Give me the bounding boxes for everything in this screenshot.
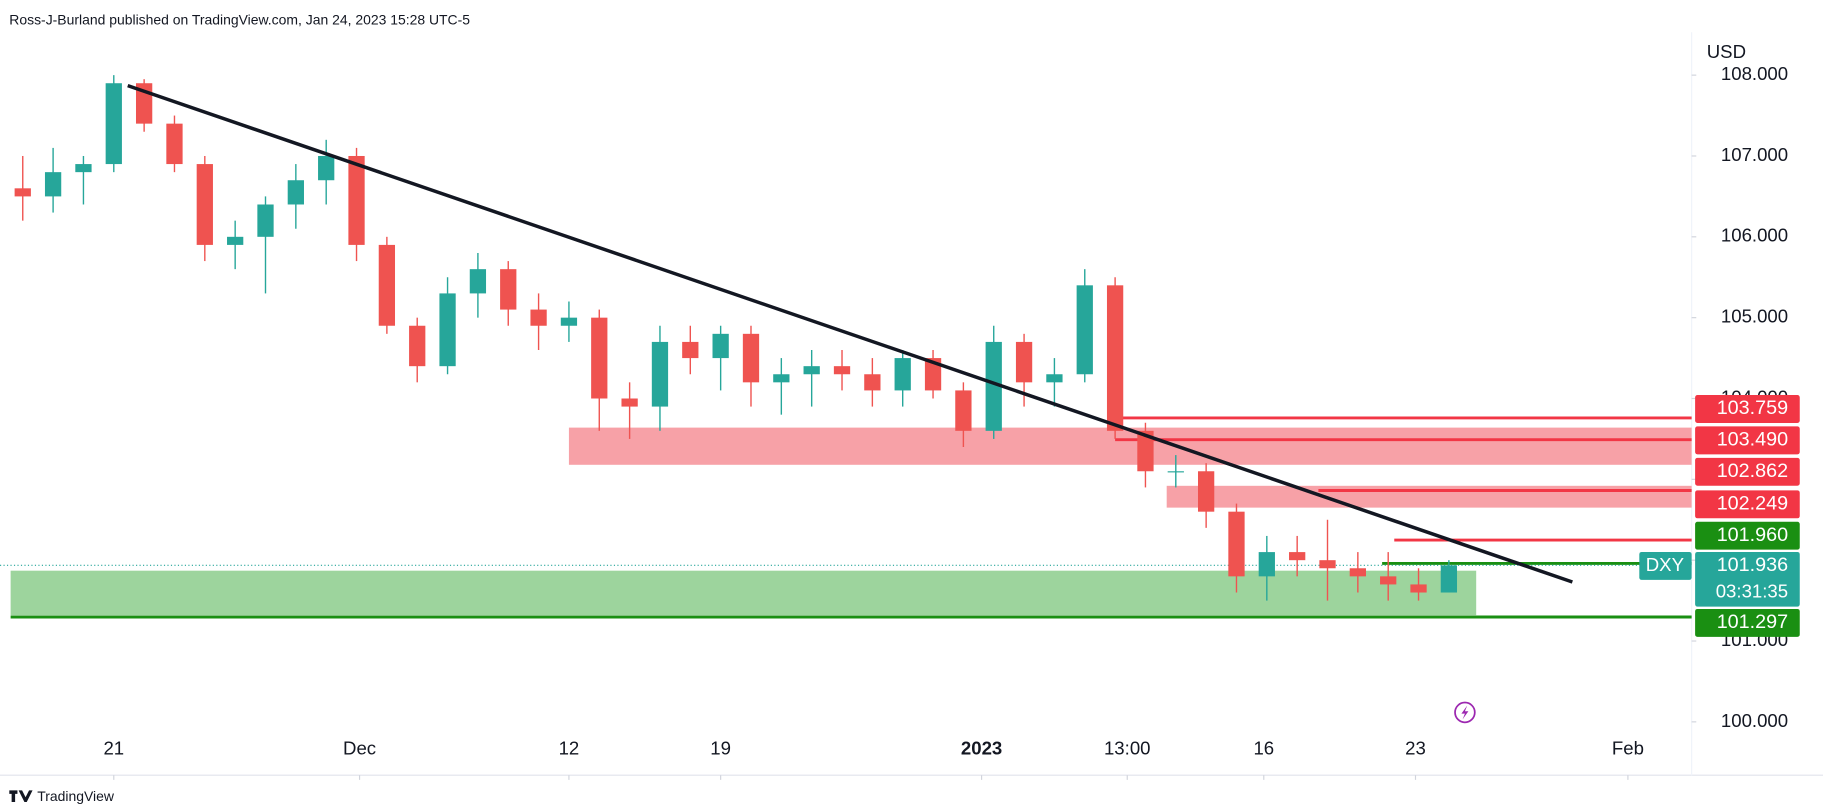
x-tick-label: 13:00 [1104, 738, 1151, 759]
candle-body [1410, 584, 1427, 593]
symbol-label: DXY [1646, 554, 1684, 575]
candle-body [378, 244, 396, 326]
level-label: 102.249 [1717, 493, 1788, 515]
level-label-box [1695, 490, 1800, 519]
candle-body [803, 366, 820, 375]
level-label-box [1695, 395, 1800, 423]
candle-body [1137, 430, 1154, 472]
candle-body [1076, 285, 1093, 375]
candle-body [621, 398, 638, 407]
candle-body [257, 204, 274, 237]
candle-body [712, 333, 729, 359]
candle-body [955, 390, 972, 431]
candle-body [985, 341, 1002, 431]
candle-body [894, 358, 911, 391]
candle-body [864, 374, 881, 391]
publisher: Ross-J-Burland published on TradingView.… [9, 11, 470, 27]
candle-body [560, 317, 578, 326]
candle-body [469, 269, 487, 294]
trendline [127, 84, 1573, 584]
zone [10, 570, 1477, 616]
candle-body [1167, 471, 1184, 473]
candle-body [348, 155, 365, 245]
level-label: 103.490 [1717, 429, 1788, 451]
candle-body [1349, 568, 1366, 577]
candle-body [166, 123, 183, 165]
x-tick-label: 19 [710, 738, 731, 759]
price-box [1695, 551, 1800, 607]
candle-body [1228, 511, 1245, 577]
candle-body [196, 164, 213, 245]
candle-body [530, 309, 547, 326]
y-tick-label: 100.000 [1721, 710, 1788, 731]
level-label: 101.960 [1717, 524, 1788, 546]
candle-body [409, 325, 426, 367]
symbol-box [1639, 551, 1692, 580]
y-tick-label: 107.000 [1721, 144, 1788, 165]
candle-body [1015, 341, 1033, 383]
candle-body [1319, 560, 1336, 569]
level-label-box [1695, 521, 1800, 550]
x-tick-label: Feb [1612, 738, 1644, 759]
y-tick-label: 105.000 [1721, 306, 1788, 327]
candle-body [227, 236, 244, 245]
tv-logo [9, 790, 33, 802]
x-tick-label: 2023 [961, 738, 1002, 759]
candle-body [833, 366, 851, 375]
candle-body [439, 293, 456, 367]
level-label: 103.759 [1717, 397, 1788, 419]
candle-body [1197, 471, 1215, 512]
level-label-box [1695, 608, 1800, 637]
candle-body [651, 341, 669, 407]
x-tick-label: 12 [559, 738, 580, 759]
background [0, 4, 1823, 807]
candle-body [287, 180, 304, 205]
x-tick-label: 16 [1253, 738, 1274, 759]
y-tick-label: 106.000 [1721, 225, 1788, 246]
x-tick-label: 23 [1405, 738, 1426, 759]
candle-body [742, 333, 760, 383]
level-label: 102.862 [1717, 460, 1788, 482]
candle-body [682, 341, 699, 359]
candle-body [924, 358, 942, 391]
x-tick-label: Dec [343, 738, 376, 759]
footer: TradingView [37, 788, 115, 804]
candle-body [1380, 576, 1397, 585]
candle-body [591, 317, 608, 399]
y-tick-label: 108.000 [1721, 63, 1788, 84]
candle-body [44, 172, 62, 197]
candle-body [75, 164, 92, 173]
alert-icon [1454, 701, 1476, 724]
level-label: 101.297 [1717, 611, 1788, 633]
zone [568, 427, 1692, 465]
candle-body [14, 188, 31, 197]
candle-body [773, 374, 790, 383]
candle-body [1440, 565, 1458, 593]
price-label: 101.936 [1717, 554, 1788, 576]
countdown: 03:31:35 [1716, 581, 1788, 602]
candle-body [1046, 374, 1063, 383]
candle-body [105, 83, 122, 165]
x-tick-label: 21 [103, 738, 124, 759]
level-label-box [1695, 457, 1800, 486]
candle-body [318, 155, 335, 181]
currency: USD [1707, 41, 1746, 62]
candle-body [1258, 552, 1275, 577]
candle-body [1289, 552, 1306, 561]
candle-body [1106, 285, 1124, 431]
candle-body [500, 269, 517, 310]
level-label-box [1695, 426, 1800, 455]
